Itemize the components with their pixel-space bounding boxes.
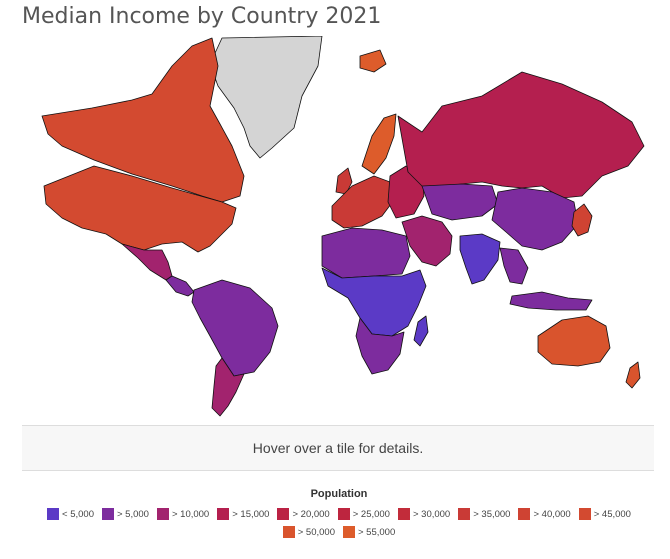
region-australia[interactable] bbox=[537, 315, 611, 367]
legend-label: > 10,000 bbox=[171, 508, 210, 520]
region-madagascar[interactable] bbox=[413, 315, 429, 347]
legend-item[interactable]: > 10,000 bbox=[156, 508, 210, 520]
legend-label: > 20,000 bbox=[292, 508, 330, 520]
legend-swatch bbox=[277, 508, 290, 520]
page-title: Median Income by Country 2021 bbox=[22, 4, 382, 29]
hover-info-text: Hover over a tile for details. bbox=[252, 440, 424, 456]
legend-swatch bbox=[47, 508, 60, 520]
region-western-europe[interactable] bbox=[331, 175, 395, 229]
legend-label: > 45,000 bbox=[593, 508, 631, 520]
legend-label: > 40,000 bbox=[533, 508, 571, 520]
region-southeast-asia[interactable] bbox=[499, 247, 529, 285]
legend-item[interactable]: > 15,000 bbox=[217, 508, 269, 520]
region-sub-saharan-africa[interactable] bbox=[321, 267, 427, 337]
region-indonesia[interactable] bbox=[509, 291, 593, 311]
legend-swatch bbox=[217, 508, 230, 520]
region-north-africa[interactable] bbox=[321, 227, 411, 279]
region-uk-ireland[interactable] bbox=[335, 167, 353, 195]
region-scandinavia[interactable] bbox=[361, 113, 397, 175]
legend-item[interactable]: < 5,000 bbox=[47, 508, 94, 520]
legend-label: > 30,000 bbox=[412, 508, 451, 520]
legend-swatch bbox=[518, 508, 531, 520]
legend-swatch bbox=[343, 526, 355, 538]
legend-label: > 5,000 bbox=[117, 508, 149, 520]
region-china[interactable] bbox=[491, 187, 579, 251]
legend-item[interactable]: > 40,000 bbox=[518, 508, 571, 520]
legend-label: > 25,000 bbox=[352, 508, 390, 520]
legend-label: > 55,000 bbox=[358, 526, 396, 538]
legend-item[interactable]: > 30,000 bbox=[397, 508, 451, 520]
legend-item[interactable]: > 50,000 bbox=[282, 526, 335, 538]
legend-swatch bbox=[102, 508, 114, 520]
legend-item[interactable]: > 45,000 bbox=[578, 508, 631, 520]
legend: < 5,000 > 5,000 > 10,000 > 15,000 > 20,000 > … bbox=[30, 508, 650, 538]
legend-swatch bbox=[337, 508, 350, 520]
legend-swatch bbox=[397, 508, 410, 520]
region-iceland[interactable] bbox=[359, 49, 387, 73]
legend-label: > 15,000 bbox=[232, 508, 270, 520]
legend-item[interactable]: > 20,000 bbox=[277, 508, 330, 520]
legend-swatch bbox=[156, 508, 169, 520]
legend-label: > 35,000 bbox=[473, 508, 511, 520]
world-map-svg bbox=[41, 36, 645, 417]
legend-item[interactable]: > 25,000 bbox=[337, 508, 390, 520]
region-russia[interactable] bbox=[397, 71, 645, 199]
region-central-asia[interactable] bbox=[421, 183, 499, 221]
region-india[interactable] bbox=[459, 233, 501, 285]
legend-item[interactable]: > 5,000 bbox=[102, 508, 149, 520]
legend-item[interactable]: > 55,000 bbox=[343, 526, 395, 538]
region-usa[interactable] bbox=[43, 165, 237, 253]
region-canada[interactable] bbox=[41, 37, 245, 203]
legend-title: Population bbox=[310, 488, 368, 500]
legend-swatch bbox=[282, 526, 295, 538]
legend-swatch bbox=[458, 508, 471, 520]
region-japan-korea[interactable] bbox=[571, 203, 593, 237]
region-new-zealand[interactable] bbox=[625, 361, 641, 389]
region-middle-east[interactable] bbox=[401, 215, 453, 267]
region-south-america[interactable] bbox=[191, 279, 279, 377]
region-central-america[interactable] bbox=[165, 275, 195, 297]
region-chile-argentina[interactable] bbox=[211, 357, 245, 417]
region-southern-africa[interactable] bbox=[355, 317, 405, 375]
legend-swatch bbox=[578, 508, 591, 520]
legend-item[interactable]: > 35,000 bbox=[458, 508, 510, 520]
region-greenland[interactable] bbox=[209, 36, 323, 159]
legend-label: < 5,000 bbox=[62, 508, 94, 520]
world-map bbox=[22, 36, 654, 424]
legend-label: > 50,000 bbox=[297, 526, 335, 538]
hover-info-panel: Hover over a tile for details. bbox=[22, 425, 654, 471]
